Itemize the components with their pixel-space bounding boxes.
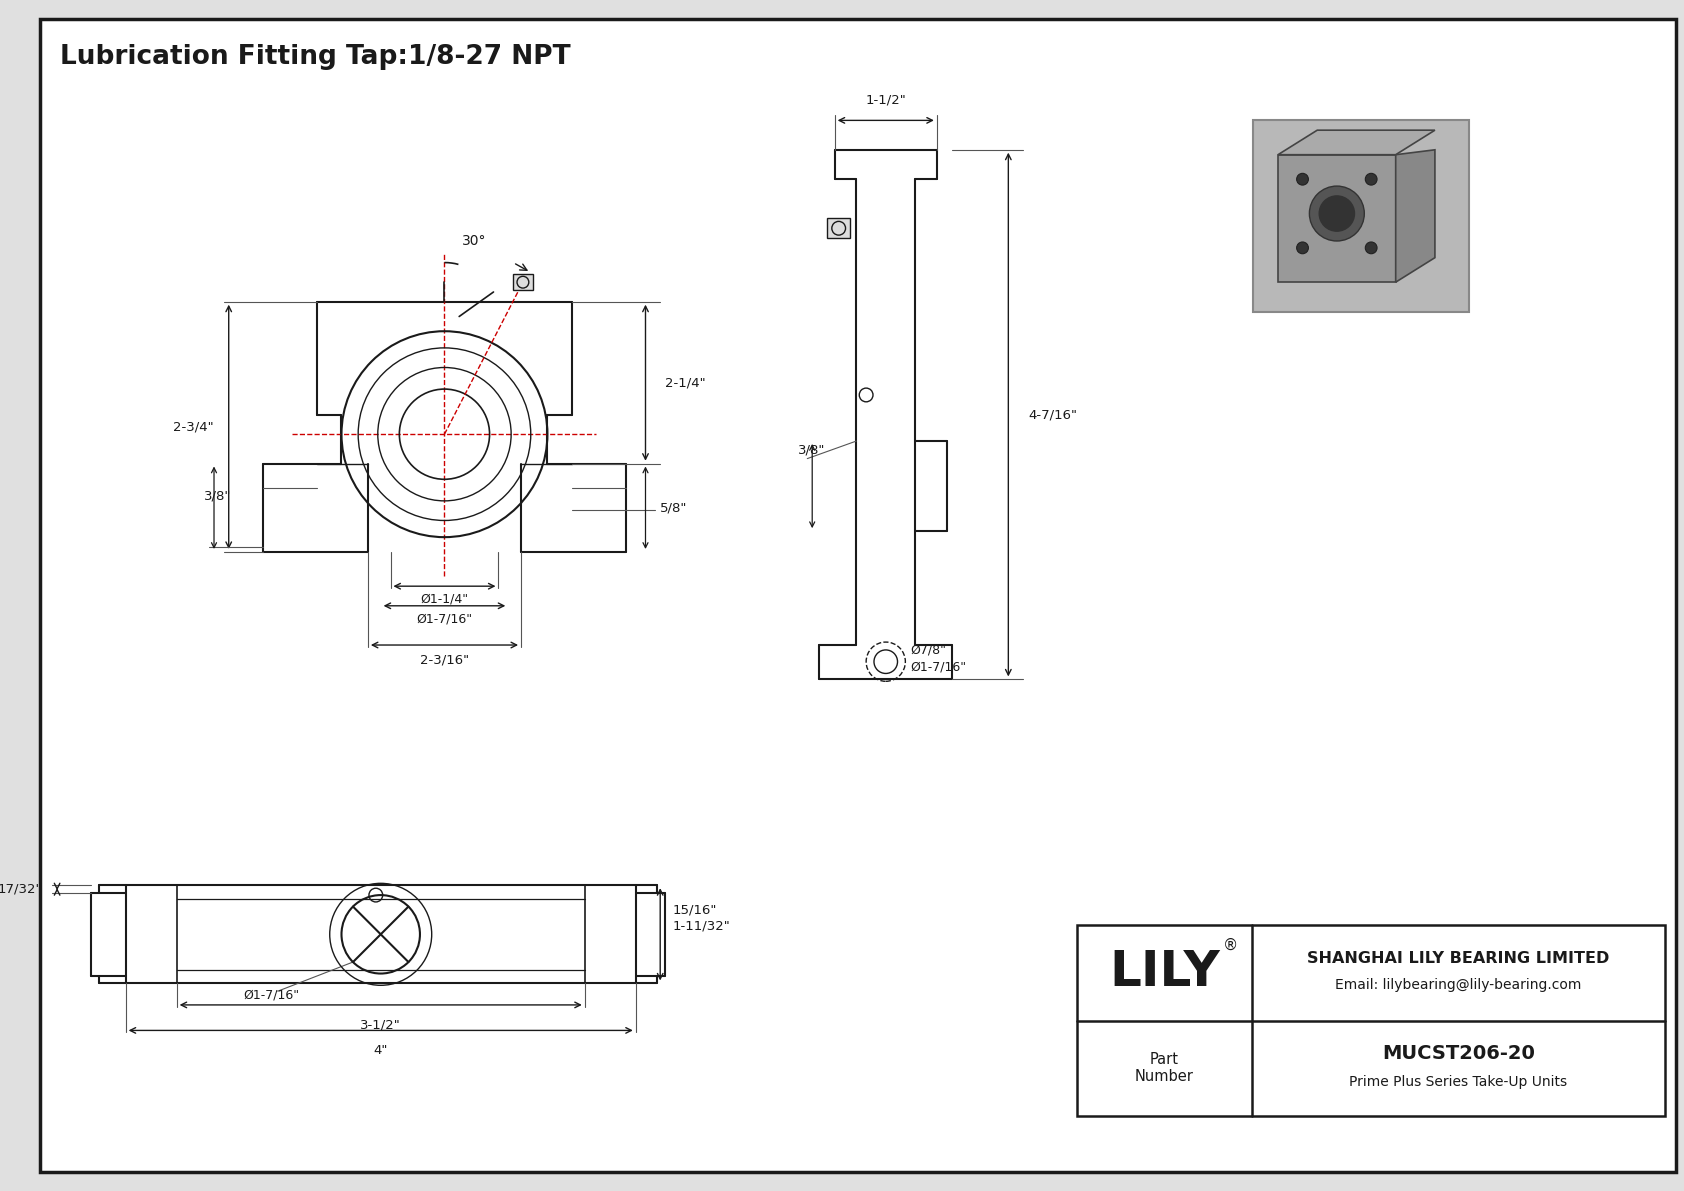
Circle shape	[1366, 242, 1378, 254]
Text: 15/16": 15/16"	[674, 903, 717, 916]
Text: 4-7/16": 4-7/16"	[1027, 409, 1078, 422]
Bar	[827, 218, 850, 238]
Text: LILY: LILY	[1108, 948, 1219, 997]
Text: 3/8": 3/8"	[204, 490, 232, 503]
Polygon shape	[1396, 150, 1435, 282]
Circle shape	[1319, 195, 1354, 231]
Bar	[514, 274, 532, 291]
Text: 2-3/4": 2-3/4"	[173, 420, 214, 434]
Text: 2-3/16": 2-3/16"	[419, 653, 470, 666]
Circle shape	[1297, 242, 1308, 254]
Text: Prime Plus Series Take-Up Units: Prime Plus Series Take-Up Units	[1349, 1074, 1568, 1089]
Text: 1-11/32": 1-11/32"	[674, 919, 731, 933]
Text: 4": 4"	[374, 1045, 387, 1058]
Text: Ø1-7/16": Ø1-7/16"	[911, 660, 967, 673]
Circle shape	[1366, 174, 1378, 185]
Text: 30°: 30°	[461, 233, 487, 248]
Bar	[1253, 120, 1468, 312]
Text: 1-1/2": 1-1/2"	[866, 94, 906, 107]
Text: 2-1/4": 2-1/4"	[665, 376, 706, 389]
Text: ®: ®	[1223, 937, 1238, 953]
Bar	[1078, 924, 1665, 1116]
Text: MUCST206-20: MUCST206-20	[1383, 1043, 1534, 1062]
Text: 17/32": 17/32"	[0, 883, 42, 896]
Text: Ø1-7/16": Ø1-7/16"	[244, 989, 300, 1002]
Text: Lubrication Fitting Tap:1/8-27 NPT: Lubrication Fitting Tap:1/8-27 NPT	[61, 44, 571, 70]
Circle shape	[1297, 174, 1308, 185]
Circle shape	[1310, 186, 1364, 241]
Text: 3/8": 3/8"	[798, 443, 825, 456]
Polygon shape	[1278, 130, 1435, 155]
Text: 5/8": 5/8"	[660, 501, 687, 515]
Text: Part
Number: Part Number	[1135, 1052, 1194, 1084]
Text: Ø7/8": Ø7/8"	[911, 643, 946, 656]
Text: Ø1-1/4": Ø1-1/4"	[421, 592, 468, 605]
Text: Ø1-7/16": Ø1-7/16"	[416, 612, 473, 625]
Bar	[1278, 155, 1396, 282]
Text: 3-1/2": 3-1/2"	[360, 1018, 401, 1031]
Text: SHANGHAI LILY BEARING LIMITED: SHANGHAI LILY BEARING LIMITED	[1307, 952, 1610, 966]
Text: Email: lilybearing@lily-bearing.com: Email: lilybearing@lily-bearing.com	[1335, 978, 1581, 992]
